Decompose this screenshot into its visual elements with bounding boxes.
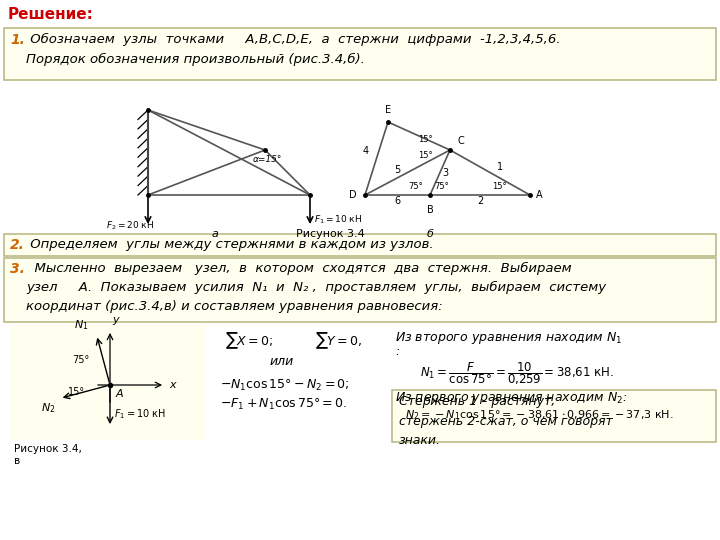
Text: $N_1$: $N_1$ xyxy=(74,318,89,332)
Bar xyxy=(4,28,716,80)
Text: $N_2=-N_1\cos 15°=-38{,}61\cdot0{,}966=-37{,}3$ кН.: $N_2=-N_1\cos 15°=-38{,}61\cdot0{,}966=-… xyxy=(405,408,674,422)
Text: 75°: 75° xyxy=(72,355,89,365)
Text: α=15°: α=15° xyxy=(253,155,282,164)
Text: E: E xyxy=(385,105,391,115)
Text: 4: 4 xyxy=(363,146,369,156)
Text: Рисунок 3.4: Рисунок 3.4 xyxy=(296,229,364,239)
Text: 3: 3 xyxy=(442,168,448,178)
Text: A: A xyxy=(116,389,124,399)
Text: y: y xyxy=(112,315,119,325)
Text: $F_1=10$ кН: $F_1=10$ кН xyxy=(314,213,362,226)
Text: 2: 2 xyxy=(477,196,483,206)
Text: $\sum Y=0,$: $\sum Y=0,$ xyxy=(315,330,363,350)
Text: $N_1=\dfrac{F}{\cos 75°}=\dfrac{10}{0{,}259}=38{,}61$ кН.: $N_1=\dfrac{F}{\cos 75°}=\dfrac{10}{0{,}… xyxy=(420,360,614,387)
Text: Определяем  углы между стержнями в каждом из узлов.: Определяем углы между стержнями в каждом… xyxy=(26,238,433,251)
Text: а: а xyxy=(212,229,218,239)
Text: 75°: 75° xyxy=(434,182,449,191)
Text: $F_1=10$ кН: $F_1=10$ кН xyxy=(114,407,166,421)
Text: или: или xyxy=(270,355,294,368)
Text: 75°: 75° xyxy=(408,182,423,191)
Text: б: б xyxy=(426,229,433,239)
Text: :: : xyxy=(395,345,400,358)
Text: Обозначаем  узлы  точками     A,B,C,D,E,  а  стержни  цифрами  -1,2,3,4,5,6.
Пор: Обозначаем узлы точками A,B,C,D,E, а сте… xyxy=(26,33,560,66)
Bar xyxy=(4,258,716,322)
Text: $F_2=20$ кН: $F_2=20$ кН xyxy=(106,219,154,232)
Text: Рисунок 3.4,
в: Рисунок 3.4, в xyxy=(14,444,82,465)
Text: Мысленно  вырезаем   узел,  в  котором  сходятся  два  стержня.  Выбираем
узел  : Мысленно вырезаем узел, в котором сходят… xyxy=(26,262,606,313)
Text: $N_2$: $N_2$ xyxy=(41,401,55,415)
Text: 15°: 15° xyxy=(492,182,507,191)
Text: B: B xyxy=(427,205,433,215)
Bar xyxy=(392,390,716,442)
Text: 15°: 15° xyxy=(418,151,433,160)
Text: Из первого уравнения находим $N_2$:: Из первого уравнения находим $N_2$: xyxy=(395,390,628,406)
Text: 1.: 1. xyxy=(10,33,25,47)
Text: Решение:: Решение: xyxy=(8,7,94,22)
Bar xyxy=(4,234,716,256)
Text: A: A xyxy=(536,190,543,200)
Text: x: x xyxy=(169,380,176,390)
Text: 15°: 15° xyxy=(68,387,85,397)
Text: 6: 6 xyxy=(394,196,400,206)
Text: 5: 5 xyxy=(394,165,400,175)
Text: 1: 1 xyxy=(497,162,503,172)
Bar xyxy=(10,325,205,440)
Text: $-F_1+N_1\cos 75°=0.$: $-F_1+N_1\cos 75°=0.$ xyxy=(220,397,347,412)
Text: Из второго уравнения находим $N_1$: Из второго уравнения находим $N_1$ xyxy=(395,330,622,346)
Text: C: C xyxy=(458,136,464,146)
Text: $\sum X=0;$: $\sum X=0;$ xyxy=(225,330,274,350)
Text: 3.: 3. xyxy=(10,262,25,276)
Text: 2.: 2. xyxy=(10,238,25,252)
Text: D: D xyxy=(349,190,357,200)
Text: 15°: 15° xyxy=(418,135,433,144)
Text: Стержень 1 – растянут,
стержень 2-сжат, о чем говорят
знаки.: Стержень 1 – растянут, стержень 2-сжат, … xyxy=(399,395,613,447)
Text: $-N_1\cos 15°-N_2=0;$: $-N_1\cos 15°-N_2=0;$ xyxy=(220,378,350,393)
